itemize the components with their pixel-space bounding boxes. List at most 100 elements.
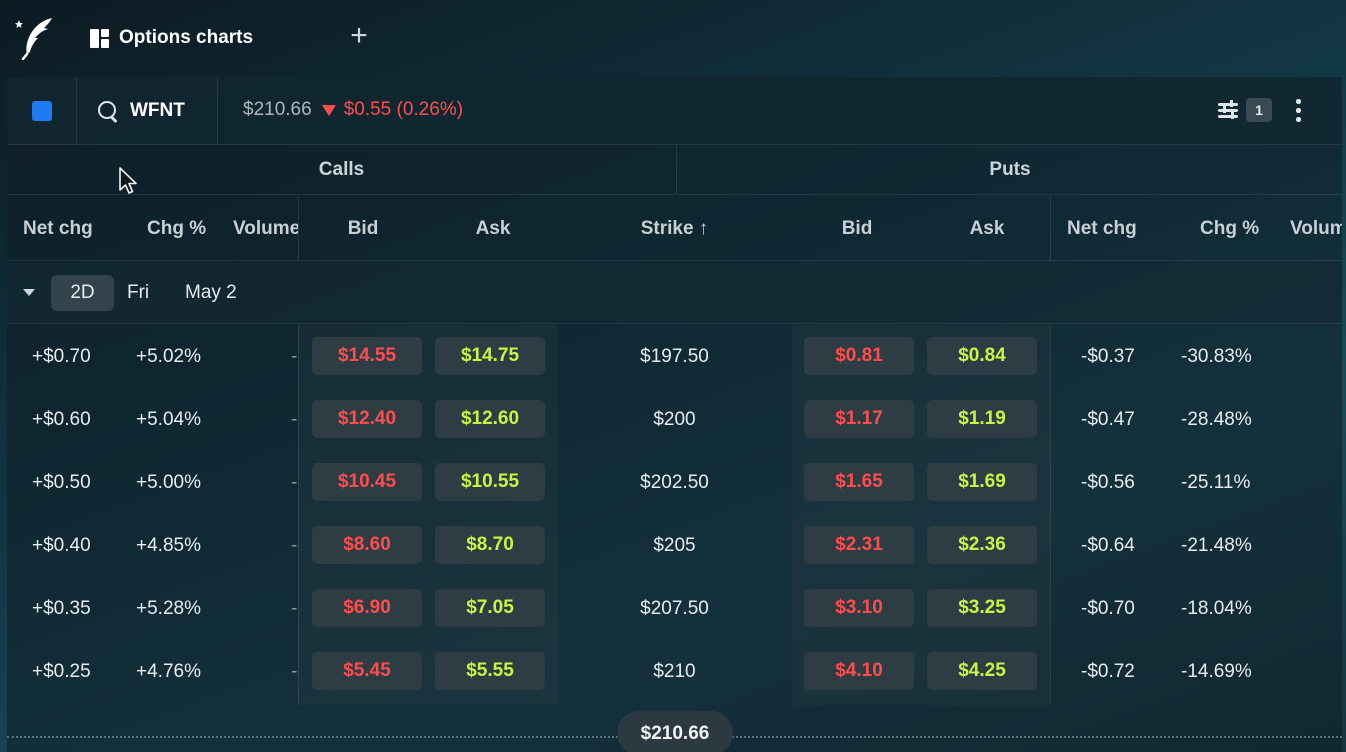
put-net-chg: -$0.47 xyxy=(1081,408,1135,430)
call-volume: - xyxy=(291,660,298,682)
expiration-row[interactable]: 2D Fri May 2 xyxy=(7,262,1342,324)
call-bid-button[interactable]: $10.45 xyxy=(312,463,422,501)
last-price: $210.66 xyxy=(243,99,312,120)
tab-options-charts[interactable]: Options charts xyxy=(90,22,253,54)
header-calls-bid[interactable]: Bid xyxy=(347,217,379,239)
options-chain-panel: WFNT $210.66 $0.55 (0.26%) 1 Calls Puts … xyxy=(7,77,1342,752)
call-bid-button[interactable]: $8.60 xyxy=(312,526,422,564)
call-net-chg: +$0.60 xyxy=(32,408,91,430)
header-calls-net-chg[interactable]: Net chg xyxy=(23,217,93,239)
put-net-chg: -$0.37 xyxy=(1081,345,1135,367)
call-ask-button[interactable]: $10.55 xyxy=(435,463,545,501)
down-triangle-icon xyxy=(321,104,336,116)
puts-group-header: Puts xyxy=(678,145,1342,195)
put-bid-button[interactable]: $0.81 xyxy=(804,337,914,375)
feather-logo-icon[interactable] xyxy=(14,14,58,60)
header-puts-volume[interactable]: Volume xyxy=(1290,217,1342,239)
call-ask-button[interactable]: $8.70 xyxy=(435,526,545,564)
put-ask-button[interactable]: $3.25 xyxy=(927,589,1037,627)
calls-group-header: Calls xyxy=(7,145,677,195)
strike-price: $205 xyxy=(653,534,696,556)
put-ask-button[interactable]: $2.36 xyxy=(927,526,1037,564)
call-net-chg: +$0.35 xyxy=(32,597,91,619)
column-divider xyxy=(298,325,299,705)
strike-price: $207.50 xyxy=(640,597,709,619)
call-ask-button[interactable]: $5.55 xyxy=(435,652,545,690)
tab-label: Options charts xyxy=(119,27,254,48)
symbol-label: WFNT xyxy=(130,100,185,121)
put-net-chg: -$0.64 xyxy=(1081,534,1135,556)
call-volume: - xyxy=(291,597,298,619)
table-row: +$0.50 +5.00% - $10.45 $10.55 $202.50 $1… xyxy=(7,451,1342,514)
quote-summary: $210.66 $0.55 (0.26%) xyxy=(243,99,463,121)
filter-sliders-icon[interactable] xyxy=(1216,99,1240,121)
put-ask-button[interactable]: $0.84 xyxy=(927,337,1037,375)
call-bid-button[interactable]: $6.90 xyxy=(312,589,422,627)
put-chg-pct: -30.83% xyxy=(1181,345,1252,367)
call-ask-button[interactable]: $14.75 xyxy=(435,337,545,375)
price-change: $0.55 (0.26%) xyxy=(343,99,464,120)
more-options-icon[interactable] xyxy=(1293,97,1303,125)
current-price-pill: $210.66 xyxy=(617,711,733,752)
put-chg-pct: -28.48% xyxy=(1181,408,1252,430)
header-calls-ask[interactable]: Ask xyxy=(475,217,511,239)
strike-price: $210 xyxy=(653,660,696,682)
call-bid-button[interactable]: $5.45 xyxy=(312,652,422,690)
put-net-chg: -$0.72 xyxy=(1081,660,1135,682)
symbol-search[interactable]: WFNT xyxy=(78,77,218,145)
put-chg-pct: -18.04% xyxy=(1181,597,1252,619)
header-puts-net-chg[interactable]: Net chg xyxy=(1067,217,1137,239)
strike-price: $197.50 xyxy=(640,345,709,367)
put-bid-button[interactable]: $3.10 xyxy=(804,589,914,627)
table-row: +$0.60 +5.04% - $12.40 $12.60 $200 $1.17… xyxy=(7,388,1342,451)
put-ask-button[interactable]: $1.19 xyxy=(927,400,1037,438)
call-volume: - xyxy=(291,345,298,367)
expiration-date: May 2 xyxy=(185,282,237,303)
header-puts-chg-pct[interactable]: Chg % xyxy=(1200,217,1260,239)
color-picker-cell[interactable] xyxy=(7,77,77,145)
header-puts-bid[interactable]: Bid xyxy=(841,217,873,239)
call-ask-button[interactable]: $7.05 xyxy=(435,589,545,627)
header-calls-volume[interactable]: Volume xyxy=(233,217,298,239)
put-bid-button[interactable]: $4.10 xyxy=(804,652,914,690)
put-bid-button[interactable]: $1.17 xyxy=(804,400,914,438)
call-bid-button[interactable]: $12.40 xyxy=(312,400,422,438)
call-net-chg: +$0.25 xyxy=(32,660,91,682)
column-divider xyxy=(1050,325,1051,705)
call-chg-pct: +4.85% xyxy=(136,534,201,556)
call-ask-button[interactable]: $12.60 xyxy=(435,400,545,438)
put-chg-pct: -25.11% xyxy=(1181,471,1251,493)
call-volume: - xyxy=(291,534,298,556)
layout-grid-icon xyxy=(90,28,109,48)
call-volume: - xyxy=(291,471,298,493)
table-row: +$0.25 +4.76% - $5.45 $5.55 $210 $4.10 $… xyxy=(7,640,1342,703)
symbol-toolbar: WFNT $210.66 $0.55 (0.26%) 1 xyxy=(7,77,1342,145)
header-strike-sort[interactable]: Strike ↑ xyxy=(640,217,709,239)
filter-count-badge[interactable]: 1 xyxy=(1246,98,1272,122)
put-ask-button[interactable]: $4.25 xyxy=(927,652,1037,690)
call-net-chg: +$0.50 xyxy=(32,471,91,493)
put-bid-button[interactable]: $2.31 xyxy=(804,526,914,564)
header-puts-ask[interactable]: Ask xyxy=(969,217,1005,239)
table-row: +$0.70 +5.02% - $14.55 $14.75 $197.50 $0… xyxy=(7,325,1342,388)
column-header-row: Net chg Chg % Volume Bid Ask Strike ↑ Bi… xyxy=(7,196,1342,261)
put-ask-button[interactable]: $1.69 xyxy=(927,463,1037,501)
top-bar: Options charts + xyxy=(0,0,1346,76)
add-tab-button[interactable]: + xyxy=(350,19,368,52)
collapse-caret-icon[interactable] xyxy=(23,289,35,296)
call-chg-pct: +5.00% xyxy=(136,471,201,493)
table-row: +$0.40 +4.85% - $8.60 $8.70 $205 $2.31 $… xyxy=(7,514,1342,577)
call-volume: - xyxy=(291,408,298,430)
column-divider xyxy=(298,196,299,261)
put-chg-pct: -21.48% xyxy=(1181,534,1252,556)
call-chg-pct: +5.02% xyxy=(136,345,201,367)
call-chg-pct: +5.28% xyxy=(136,597,201,619)
call-net-chg: +$0.40 xyxy=(32,534,91,556)
call-bid-button[interactable]: $14.55 xyxy=(312,337,422,375)
link-color-square[interactable] xyxy=(31,101,52,121)
call-chg-pct: +4.76% xyxy=(136,660,201,682)
put-bid-button[interactable]: $1.65 xyxy=(804,463,914,501)
column-divider xyxy=(1050,196,1051,261)
strike-price: $200 xyxy=(653,408,696,430)
header-calls-chg-pct[interactable]: Chg % xyxy=(147,217,207,239)
